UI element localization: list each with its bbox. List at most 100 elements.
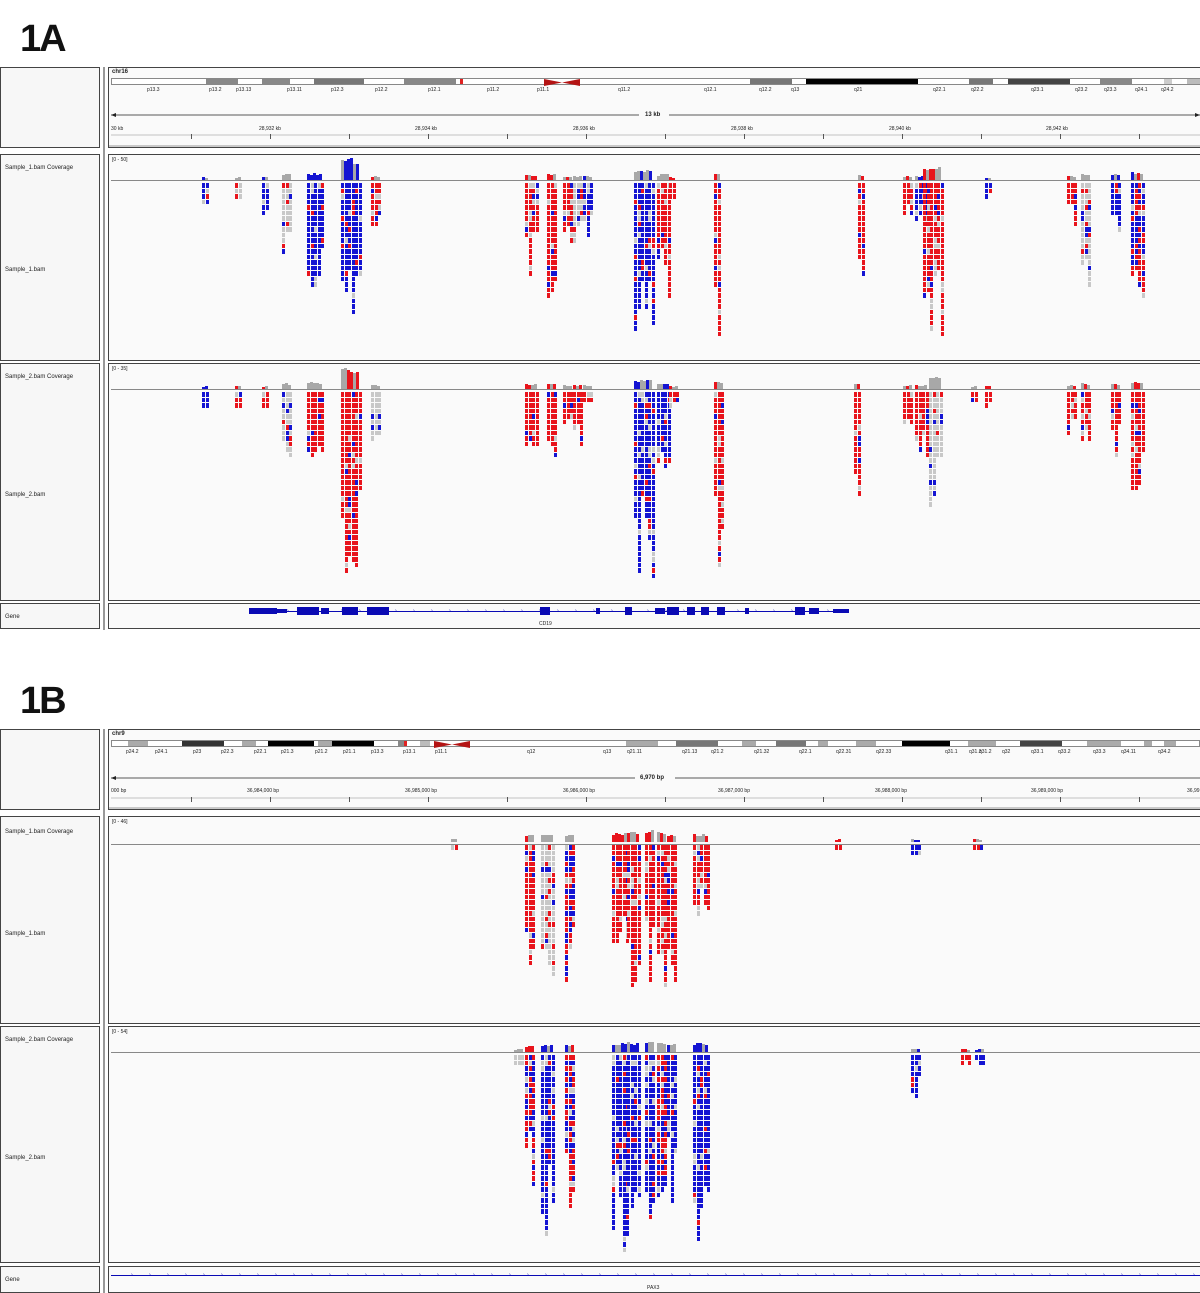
gene-name-label[interactable]: PAX3 xyxy=(647,1285,660,1291)
aligned-read xyxy=(358,452,362,457)
aligned-read xyxy=(285,414,289,419)
aligned-read xyxy=(374,430,378,435)
aligned-read xyxy=(568,883,572,888)
aligned-read xyxy=(922,392,925,397)
aligned-read xyxy=(544,1214,548,1219)
band-label: p22.1 xyxy=(254,749,267,755)
aligned-read xyxy=(554,447,557,452)
gene-exon xyxy=(540,607,550,615)
band-label: p13.2 xyxy=(209,87,222,93)
band-label: q11.2 xyxy=(618,87,631,93)
aligned-read xyxy=(667,238,671,243)
band-label: q22.31 xyxy=(836,749,852,755)
aligned-read xyxy=(714,414,717,419)
sample1-bam-label[interactable]: Sample_1.bam xyxy=(5,931,46,937)
sample1-coverage-label[interactable]: Sample_1.bam Coverage xyxy=(5,829,74,835)
gene-track-label[interactable]: Gene xyxy=(5,614,20,620)
aligned-read xyxy=(202,183,205,188)
aligned-read xyxy=(285,183,289,188)
aligned-read xyxy=(341,469,344,474)
aligned-read xyxy=(906,408,910,413)
aligned-read xyxy=(707,1115,710,1120)
sample1-coverage-label[interactable]: Sample_1.bam Coverage xyxy=(5,165,74,171)
aligned-read xyxy=(1084,227,1088,232)
aligned-read xyxy=(532,900,535,905)
aligned-read xyxy=(648,1115,652,1120)
aligned-read xyxy=(568,1126,572,1131)
coverage-bar xyxy=(454,839,457,842)
aligned-read xyxy=(548,878,551,883)
aligned-read xyxy=(566,188,570,193)
chromosome-ideogram[interactable] xyxy=(111,78,1200,86)
aligned-read xyxy=(525,232,528,237)
aligned-read xyxy=(1114,403,1118,408)
aligned-read xyxy=(612,905,615,910)
aligned-read xyxy=(565,927,568,932)
aligned-read xyxy=(664,944,667,949)
aligned-read xyxy=(670,1055,674,1060)
aligned-read xyxy=(648,221,651,226)
chromosome-selector[interactable]: chr16 xyxy=(112,69,129,75)
coverage-bar xyxy=(566,176,569,180)
ruler-tick xyxy=(665,134,666,139)
aligned-read xyxy=(619,861,622,866)
aligned-read xyxy=(570,392,573,397)
aligned-read xyxy=(667,232,671,237)
aligned-read xyxy=(857,408,861,413)
aligned-read xyxy=(547,408,550,413)
aligned-read xyxy=(355,480,358,485)
aligned-read xyxy=(317,221,321,226)
sample1-bam-label[interactable]: Sample_1.bam xyxy=(5,267,46,273)
coverage-bar xyxy=(563,176,566,180)
aligned-read xyxy=(664,966,667,971)
aligned-read xyxy=(700,1143,703,1148)
aligned-read xyxy=(660,1121,664,1126)
aligned-read xyxy=(651,502,655,507)
sample2-bam-label[interactable]: Sample_2.bam xyxy=(5,492,46,498)
aligned-read xyxy=(707,1148,710,1153)
aligned-read xyxy=(637,485,641,490)
aligned-read xyxy=(657,1154,660,1159)
aligned-read xyxy=(717,315,721,320)
aligned-read xyxy=(637,408,641,413)
aligned-read xyxy=(622,1093,626,1098)
aligned-read xyxy=(615,1143,619,1148)
aligned-read xyxy=(930,320,933,325)
aligned-read xyxy=(940,188,944,193)
strand-arrow: › xyxy=(365,1272,367,1278)
gene-name-label[interactable]: CD19 xyxy=(539,621,552,627)
aligned-read xyxy=(541,1154,544,1159)
chromosome-selector[interactable]: chr9 xyxy=(112,731,125,737)
aligned-read xyxy=(644,469,648,474)
aligned-read xyxy=(644,183,648,188)
aligned-read xyxy=(721,485,724,490)
aligned-read xyxy=(1141,282,1145,287)
aligned-read xyxy=(634,507,637,512)
aligned-read xyxy=(548,960,551,965)
aligned-read xyxy=(660,1126,664,1131)
aligned-read xyxy=(634,265,637,270)
sample2-coverage-label[interactable]: Sample_2.bam Coverage xyxy=(5,374,74,380)
aligned-read xyxy=(644,414,648,419)
aligned-read xyxy=(858,205,861,210)
sample2-coverage-label[interactable]: Sample_2.bam Coverage xyxy=(5,1037,74,1043)
coverage-bar xyxy=(569,385,572,389)
panel-divider[interactable] xyxy=(103,67,105,630)
panel-divider[interactable] xyxy=(103,729,105,1293)
aligned-read xyxy=(1131,265,1134,270)
coverage-bar xyxy=(979,839,982,842)
sample2-bam-label[interactable]: Sample_2.bam xyxy=(5,1155,46,1161)
aligned-read xyxy=(644,502,648,507)
aligned-read xyxy=(648,845,652,850)
aligned-read xyxy=(525,210,528,215)
aligned-read xyxy=(660,1099,664,1104)
aligned-read xyxy=(857,474,861,479)
aligned-read xyxy=(939,447,943,452)
gene-track-label[interactable]: Gene xyxy=(5,1277,20,1283)
chromosome-ideogram[interactable] xyxy=(111,740,1200,748)
aligned-read xyxy=(660,243,664,248)
aligned-read xyxy=(637,529,641,534)
aligned-read xyxy=(317,419,321,424)
aligned-read xyxy=(651,249,655,254)
aligned-read xyxy=(314,221,317,226)
